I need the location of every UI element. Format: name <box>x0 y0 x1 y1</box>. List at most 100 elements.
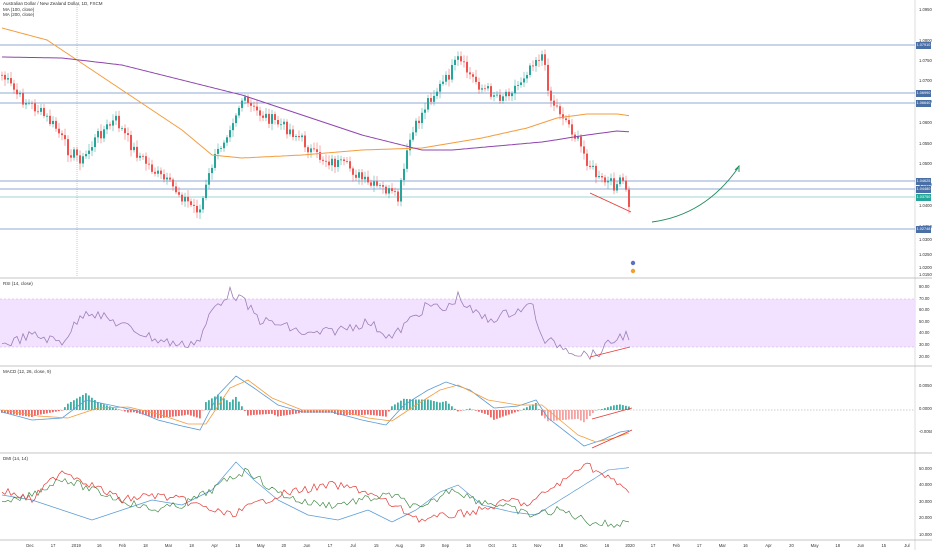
candle-body[interactable] <box>235 115 237 124</box>
candle-body[interactable] <box>352 168 354 175</box>
candle-body[interactable] <box>289 129 291 135</box>
candle-body[interactable] <box>202 198 204 210</box>
candle-body[interactable] <box>112 120 114 126</box>
candle-body[interactable] <box>562 114 564 119</box>
candle-body[interactable] <box>388 188 390 194</box>
candle-body[interactable] <box>142 155 144 157</box>
candle-body[interactable] <box>259 110 261 116</box>
candle-body[interactable] <box>280 124 282 126</box>
candle-body[interactable] <box>58 128 60 134</box>
candle-body[interactable] <box>313 148 315 150</box>
candle-body[interactable] <box>481 88 483 90</box>
candle-body[interactable] <box>343 159 345 161</box>
candle-body[interactable] <box>232 123 234 131</box>
candle-body[interactable] <box>571 124 573 135</box>
candle-body[interactable] <box>517 84 519 86</box>
candle-body[interactable] <box>403 168 405 181</box>
candle-body[interactable] <box>1 74 3 76</box>
candle-body[interactable] <box>295 136 297 137</box>
candle-body[interactable] <box>463 61 465 63</box>
macd-divergence-line[interactable] <box>591 429 633 449</box>
candle-body[interactable] <box>538 59 540 61</box>
candle-body[interactable] <box>169 177 171 180</box>
candle-body[interactable] <box>7 78 9 80</box>
candle-body[interactable] <box>268 113 270 124</box>
candle-body[interactable] <box>544 54 546 65</box>
candle-body[interactable] <box>607 180 609 183</box>
candle-body[interactable] <box>34 103 36 112</box>
candle-body[interactable] <box>184 196 186 202</box>
candle-body[interactable] <box>70 155 72 158</box>
candle-body[interactable] <box>556 105 558 107</box>
macd-histogram-divergence-line[interactable] <box>591 407 633 420</box>
candle-body[interactable] <box>502 96 504 101</box>
candle-body[interactable] <box>250 102 252 106</box>
candle-body[interactable] <box>427 98 429 110</box>
candle-body[interactable] <box>145 156 147 164</box>
candle-body[interactable] <box>499 94 501 101</box>
earnings-icon[interactable] <box>630 268 636 274</box>
candle-body[interactable] <box>619 177 621 185</box>
candle-body[interactable] <box>577 136 579 139</box>
candle-body[interactable] <box>31 102 33 104</box>
candle-body[interactable] <box>616 184 618 191</box>
candle-body[interactable] <box>214 153 216 168</box>
candle-body[interactable] <box>565 118 567 121</box>
candle-body[interactable] <box>43 107 45 116</box>
candle-body[interactable] <box>622 177 624 181</box>
candle-body[interactable] <box>391 188 393 191</box>
candle-body[interactable] <box>277 119 279 125</box>
candle-body[interactable] <box>166 177 168 180</box>
candle-body[interactable] <box>553 100 555 106</box>
candle-body[interactable] <box>97 131 99 138</box>
candle-body[interactable] <box>523 78 525 83</box>
candle-body[interactable] <box>547 64 549 91</box>
candle-body[interactable] <box>424 109 426 113</box>
candle-body[interactable] <box>355 174 357 178</box>
candle-body[interactable] <box>193 204 195 206</box>
candle-body[interactable] <box>628 189 630 207</box>
candle-body[interactable] <box>625 180 627 190</box>
candle-body[interactable] <box>367 176 369 183</box>
candle-body[interactable] <box>337 160 339 167</box>
candle-body[interactable] <box>100 131 102 139</box>
candle-body[interactable] <box>604 177 606 183</box>
candle-body[interactable] <box>16 89 18 95</box>
candle-body[interactable] <box>592 165 594 167</box>
candle-body[interactable] <box>358 172 360 178</box>
candle-body[interactable] <box>187 196 189 202</box>
candle-body[interactable] <box>172 179 174 187</box>
candle-body[interactable] <box>409 139 411 151</box>
candle-body[interactable] <box>514 85 516 94</box>
candle-body[interactable] <box>4 74 6 80</box>
candle-body[interactable] <box>478 81 480 90</box>
candle-body[interactable] <box>541 54 543 61</box>
candle-body[interactable] <box>598 176 600 178</box>
candle-body[interactable] <box>115 115 117 121</box>
candle-body[interactable] <box>583 146 585 154</box>
candle-body[interactable] <box>52 120 54 125</box>
candle-body[interactable] <box>532 65 534 67</box>
candle-body[interactable] <box>13 83 15 90</box>
candle-body[interactable] <box>505 91 507 97</box>
projection-arrow[interactable] <box>651 167 739 223</box>
candle-body[interactable] <box>559 106 561 115</box>
candle-body[interactable] <box>10 78 12 84</box>
candle-body[interactable] <box>382 185 384 187</box>
candle-body[interactable] <box>433 95 435 102</box>
candle-body[interactable] <box>508 91 510 97</box>
candle-body[interactable] <box>406 150 408 169</box>
candle-body[interactable] <box>613 178 615 191</box>
candle-body[interactable] <box>265 113 267 118</box>
candle-body[interactable] <box>283 121 285 125</box>
candle-body[interactable] <box>307 147 309 153</box>
candle-body[interactable] <box>376 181 378 186</box>
candle-body[interactable] <box>46 115 48 117</box>
candle-body[interactable] <box>589 165 591 167</box>
candle-body[interactable] <box>445 74 447 82</box>
candle-body[interactable] <box>85 154 87 157</box>
candle-body[interactable] <box>196 205 198 213</box>
candle-body[interactable] <box>109 124 111 126</box>
candle-body[interactable] <box>361 172 363 180</box>
candle-body[interactable] <box>448 74 450 80</box>
